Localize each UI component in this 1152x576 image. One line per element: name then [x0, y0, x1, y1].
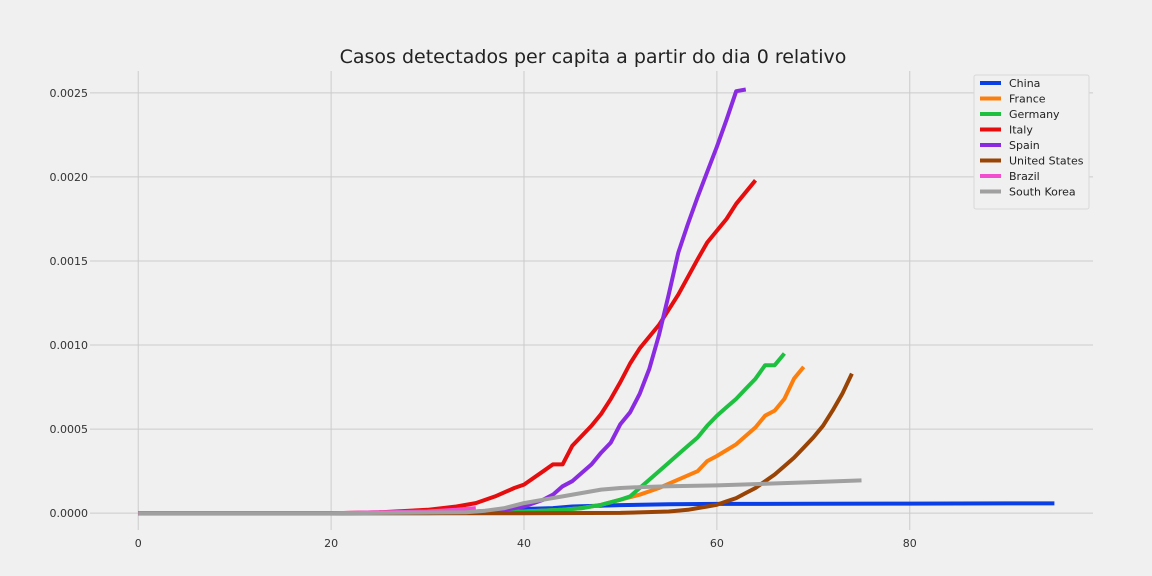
x-tick-label: 0: [135, 537, 142, 550]
series-line-south-korea: [138, 478, 862, 516]
x-tick-label: 40: [517, 537, 531, 550]
chart-title: Casos detectados per capita a partir do …: [340, 46, 847, 68]
series-line-united-states: [138, 372, 854, 516]
plot-series: [138, 87, 1055, 516]
legend-label-china: China: [1009, 77, 1040, 90]
y-tick-label: 0.0015: [50, 255, 89, 268]
series-line-spain: [138, 87, 747, 516]
x-tick-label: 80: [903, 537, 917, 550]
y-tick-label: 0.0005: [50, 423, 89, 436]
legend: China France Germany Italy Spain United State…: [973, 74, 1090, 210]
y-tick-label: 0.0000: [50, 507, 89, 520]
x-tick-label: 20: [324, 537, 338, 550]
x-axis-ticks: 0 20 40 60 80: [135, 537, 917, 550]
y-tick-label: 0.0010: [50, 339, 89, 352]
legend-label-germany: Germany: [1009, 108, 1060, 121]
legend-box: [973, 74, 1090, 210]
legend-label-france: France: [1009, 93, 1046, 106]
x-tick-label: 60: [710, 537, 724, 550]
y-axis-ticks: 0.0000 0.0005 0.0010 0.0015 0.0020 0.0025: [50, 87, 89, 520]
legend-label-italy: Italy: [1009, 124, 1033, 137]
legend-label-south-korea: South Korea: [1009, 186, 1076, 199]
y-tick-label: 0.0025: [50, 87, 89, 100]
y-tick-label: 0.0020: [50, 171, 89, 184]
legend-label-brazil: Brazil: [1009, 170, 1040, 183]
legend-label-united-states: United States: [1009, 155, 1084, 168]
series-line-germany: [138, 352, 786, 516]
series-line-italy: [138, 179, 758, 516]
legend-label-spain: Spain: [1009, 139, 1040, 152]
